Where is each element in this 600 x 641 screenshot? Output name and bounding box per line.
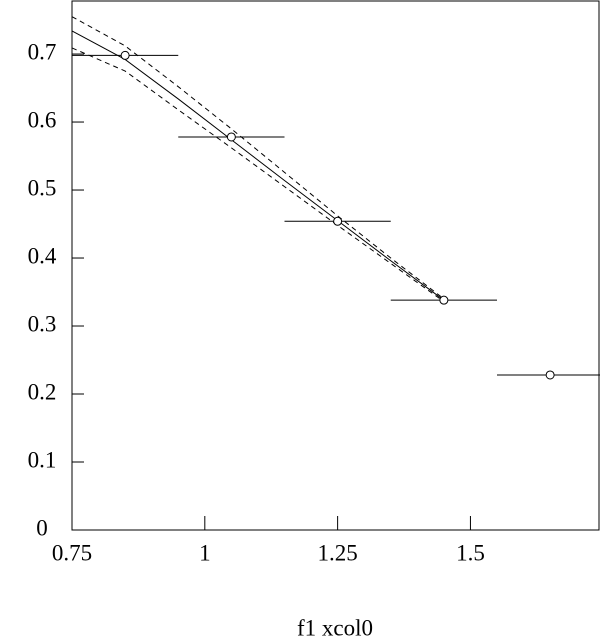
fit-band-line (71, 16, 445, 300)
data-point (439, 295, 449, 305)
y-tick-label: 0.3 (28, 311, 57, 336)
y-tick-label: 0.6 (28, 107, 57, 132)
y-tick-label: 0.5 (28, 175, 57, 200)
y-tick-label: 0.1 (28, 447, 57, 472)
fit-line (71, 30, 445, 301)
plot-frame (71, 0, 600, 531)
data-point (545, 370, 555, 380)
data-point (120, 50, 130, 60)
x-axis-label: f1 xcol0 (297, 615, 373, 640)
y-tick-label: 0.7 (28, 39, 57, 64)
x-tick-label: 1.25 (318, 540, 358, 565)
x-tick-label: 1 (199, 540, 211, 565)
y-tick-label: 0.4 (28, 243, 57, 268)
y-tick-label: 0 (36, 515, 48, 540)
fit-band-line (71, 47, 445, 302)
data-point (333, 216, 343, 226)
x-tick-label: 0.75 (52, 540, 92, 565)
y-tick-label: 0.2 (28, 379, 57, 404)
x-tick-label: 1.5 (456, 540, 485, 565)
data-point (226, 132, 236, 142)
